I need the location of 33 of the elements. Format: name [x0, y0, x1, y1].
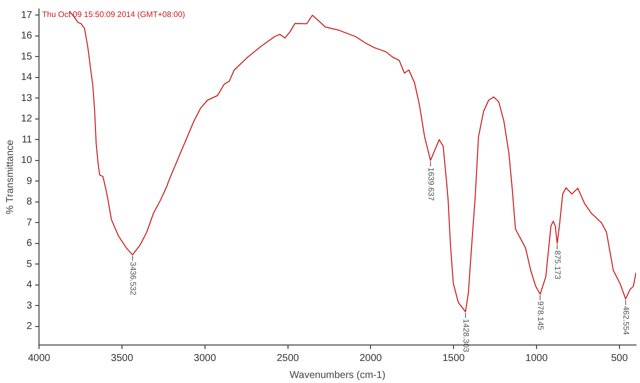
y-axis-title: % Transmittance — [4, 139, 16, 214]
annotation: Thu Oct 09 15:50:09 2014 (GMT+08:00) — [42, 10, 186, 20]
x-tick-label: 1000 — [525, 352, 548, 364]
x-axis-title: Wavenumbers (cm-1) — [290, 370, 386, 381]
y-tick-label: 2 — [26, 321, 33, 332]
x-tick-label: 500 — [611, 352, 628, 364]
y-tick-label: 9 — [26, 176, 33, 187]
y-tick-label: 3 — [26, 300, 33, 312]
annotation: 978.145 — [536, 301, 545, 331]
y-tick-label: 11 — [22, 134, 33, 146]
y-tick-label: 5 — [26, 258, 33, 270]
y-tick-label: 7 — [26, 217, 33, 228]
annotation: 1428.303 — [461, 318, 470, 353]
annotation: 1639.637 — [426, 167, 436, 202]
y-tick-label: 12 — [21, 114, 33, 125]
y-tick-label: 16 — [21, 30, 33, 42]
x-tick-label: 3000 — [194, 352, 216, 364]
x-tick-label: 4000 — [28, 352, 51, 364]
y-tick-label: 8 — [26, 196, 33, 208]
y-tick-label: 13 — [21, 92, 33, 104]
y-tick-label: 17 — [21, 10, 33, 21]
y-tick-label: 15 — [21, 51, 33, 62]
x-tick-label: 2000 — [360, 352, 382, 364]
y-tick-label: 4 — [26, 280, 33, 291]
annotation: 875.173 — [553, 250, 562, 280]
x-tick-label: 2500 — [276, 352, 300, 364]
x-tick-label: 1500 — [442, 352, 466, 364]
y-tick-label: 6 — [26, 238, 33, 250]
annotation: 3436.532 — [128, 262, 138, 296]
y-tick-label: 14 — [21, 72, 33, 84]
annotation: 462.554 — [621, 306, 630, 336]
x-tick-label: 3500 — [110, 352, 134, 364]
y-tick-label: 10 — [21, 155, 33, 166]
